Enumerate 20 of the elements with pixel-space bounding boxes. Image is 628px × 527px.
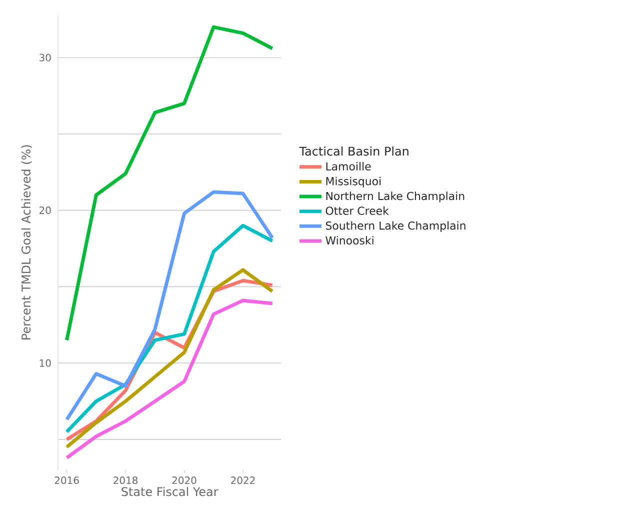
- legend-label: Otter Creek: [326, 206, 389, 215]
- y-tick-label: 20: [40, 206, 51, 214]
- line-series: [65, 25, 274, 342]
- y-tick-label: 10: [40, 359, 51, 367]
- line-series: [65, 224, 274, 434]
- x-tick-label: 2020: [172, 476, 196, 484]
- legend-title: Tactical Basin Plan: [299, 146, 408, 156]
- x-tick-label: 2016: [54, 476, 79, 484]
- line-series: [65, 298, 274, 460]
- y-tick-label: 30: [40, 54, 51, 62]
- y-axis-title: Percent TMDL Goal Achieved (%): [21, 145, 32, 340]
- x-tick-label: 2022: [231, 476, 255, 484]
- x-axis-title: State Fiscal Year: [122, 486, 218, 496]
- legend-label: Lamoille: [326, 162, 371, 171]
- legend-label: Northern Lake Champlain: [326, 192, 464, 202]
- x-tick-label: 2018: [114, 476, 138, 484]
- legend-label: Winooski: [326, 236, 374, 245]
- legend-label: Missisquoi: [326, 176, 381, 188]
- line-series: [65, 190, 274, 422]
- legend-label: Southern Lake Champlain: [326, 221, 466, 232]
